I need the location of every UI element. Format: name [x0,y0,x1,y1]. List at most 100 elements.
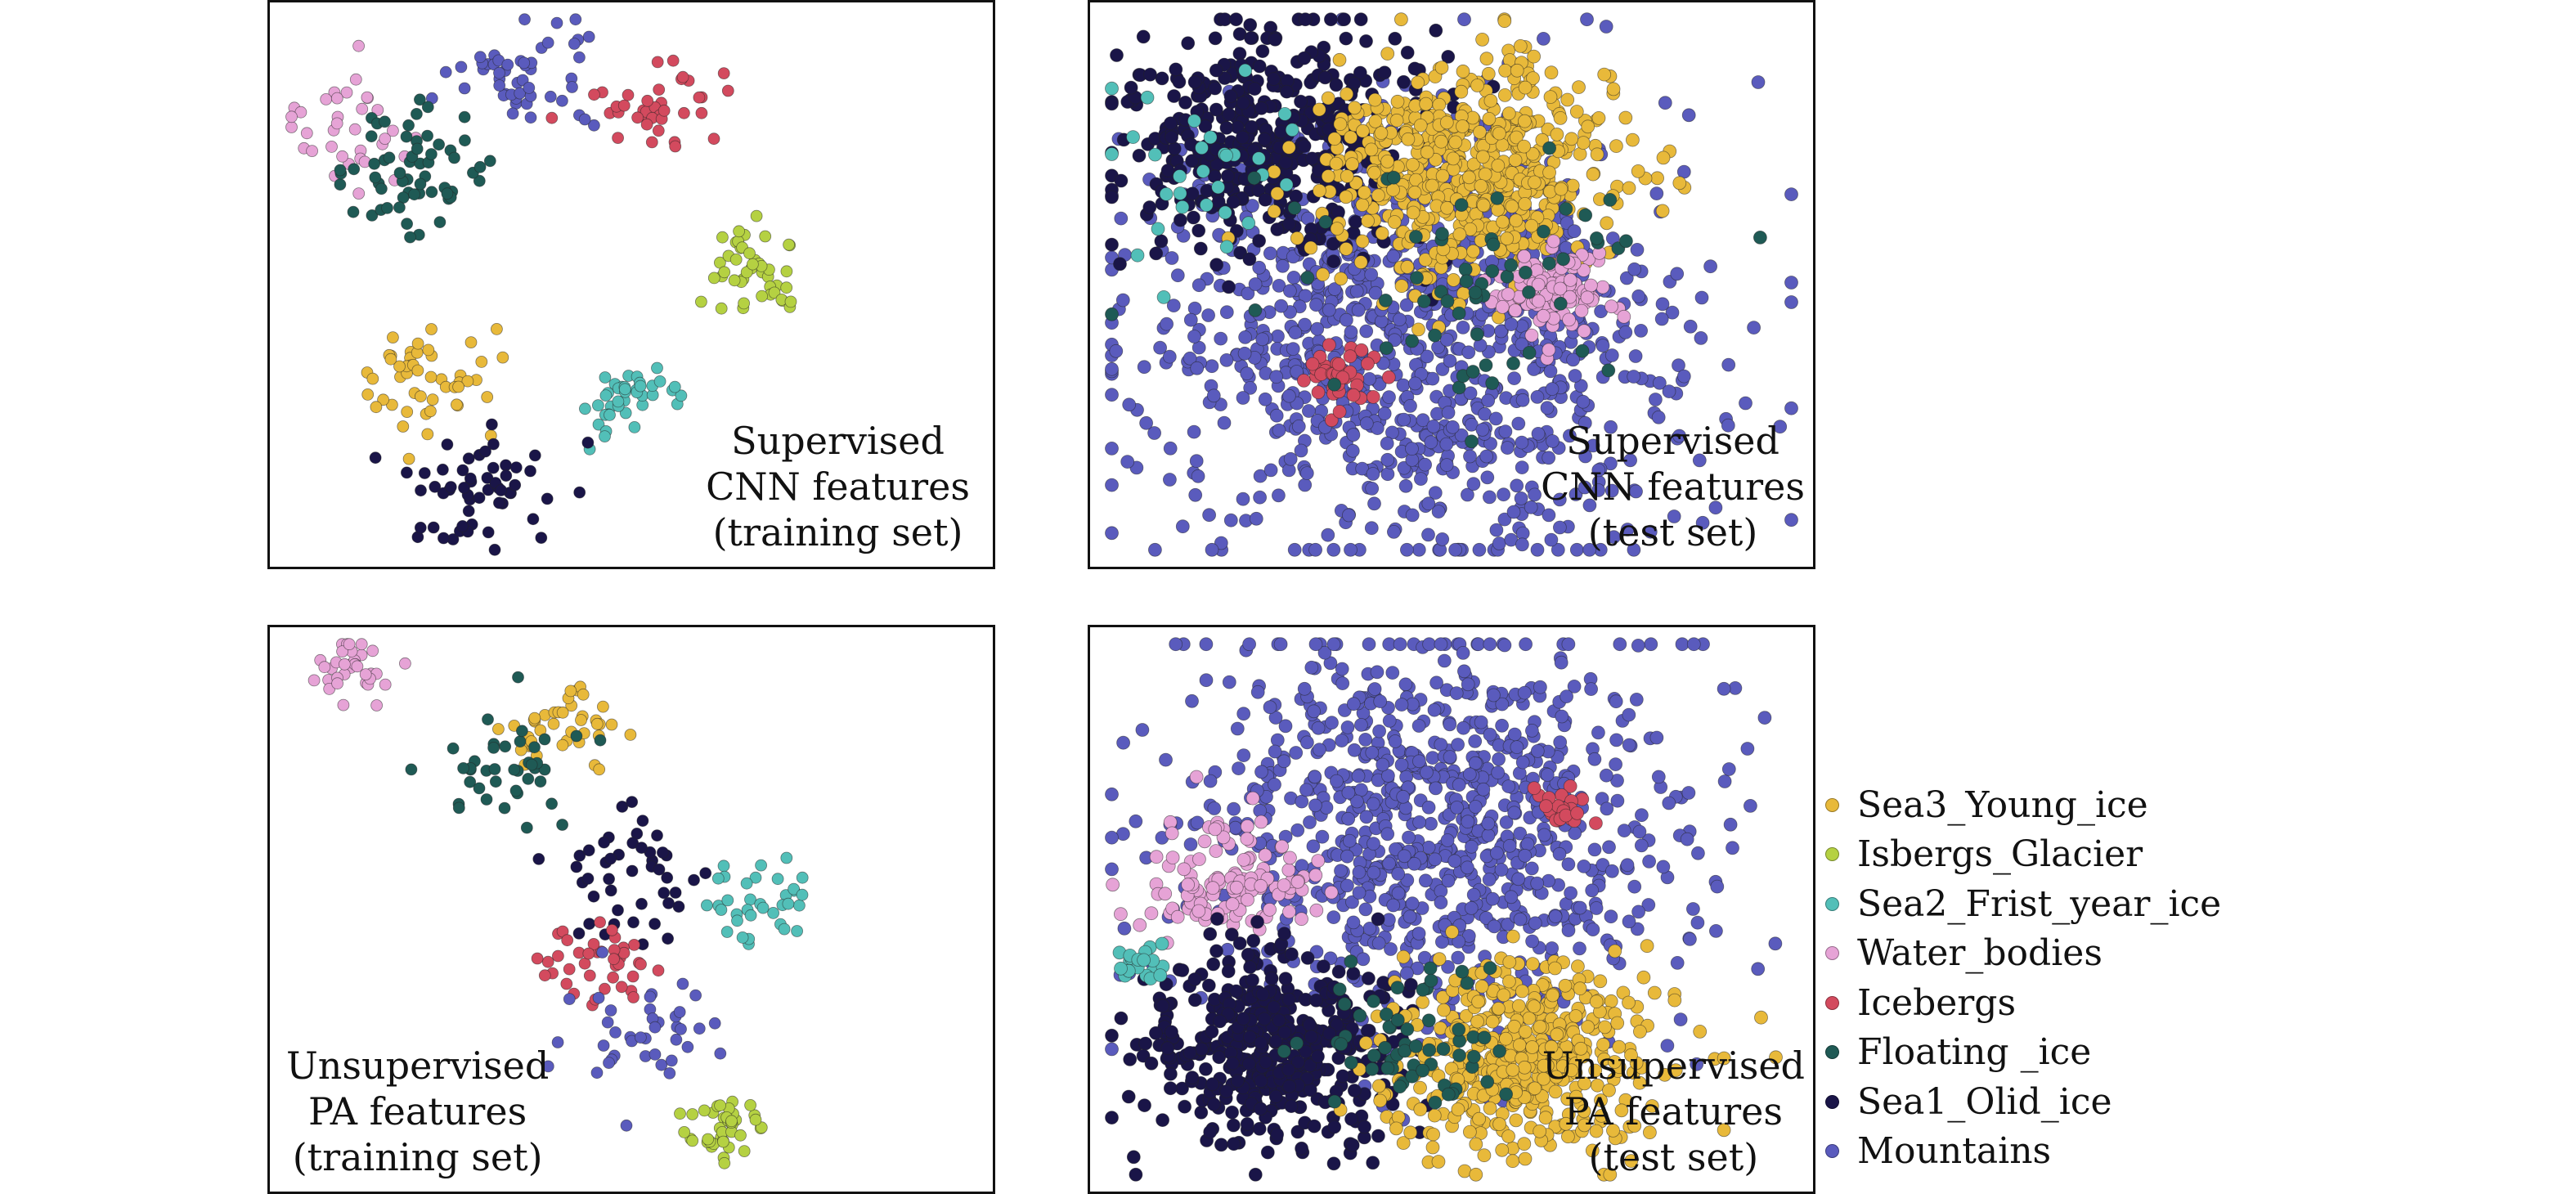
scatter-point [370,401,383,414]
scatter-point [1187,114,1201,128]
scatter-point [1708,500,1723,515]
scatter-point [1339,190,1353,204]
scatter-point [1435,227,1449,241]
scatter-point [780,265,793,278]
scatter-point [1581,1020,1595,1035]
scatter-point [1485,891,1500,906]
scatter-point [1361,971,1376,985]
scatter-point [1214,1138,1228,1152]
scatter-point [506,107,519,120]
scatter-point [616,800,629,813]
scatter-point [1539,799,1553,814]
scatter-point [1396,789,1411,804]
scatter-point [1451,1102,1465,1116]
scatter-point [1600,216,1614,231]
scatter-point [1105,442,1119,456]
scatter-point [1339,241,1353,256]
scatter-point [1528,1081,1542,1096]
scatter-point [1553,296,1568,311]
scatter-point [384,352,397,366]
scatter-point [1481,66,1496,81]
scatter-point [356,102,369,115]
scatter-point [780,851,793,864]
scatter-point [1485,264,1500,278]
scatter-point [1549,1070,1564,1084]
scatter-point [1577,1076,1591,1091]
scatter-point [1372,724,1387,738]
scatter-point [1703,259,1717,274]
scatter-point [1228,820,1243,835]
scatter-point [1268,1034,1283,1048]
scatter-point [1174,213,1187,227]
scatter-point [1694,330,1708,345]
scatter-point [603,873,616,886]
scatter-point [1362,637,1376,652]
scatter-point [1445,925,1460,940]
scatter-point [379,132,392,146]
scatter-point [1680,832,1694,846]
panel-supervised-training: Supervised CNN features (training set) [267,0,995,569]
scatter-point [1289,746,1304,760]
scatter-point [1525,934,1539,949]
scatter-point [1667,993,1682,1008]
scatter-point [545,111,559,124]
scatter-point [1287,542,1302,557]
scatter-point [744,1099,756,1111]
scatter-point [523,82,536,94]
scatter-point [1275,839,1290,854]
scatter-point [1501,1129,1516,1143]
scatter-point [634,379,647,393]
scatter-point [1456,64,1470,79]
scatter-point [736,931,749,944]
scatter-point [1501,287,1515,302]
scatter-point [1326,542,1341,557]
scatter-point [1491,765,1506,780]
scatter-point [1502,974,1516,989]
scatter-point [1436,1042,1451,1056]
scatter-point [1388,734,1402,748]
scatter-point [599,389,613,402]
scatter-point [1254,815,1268,829]
scatter-point [1205,1077,1220,1092]
scatter-point [437,532,450,545]
scatter-point [509,478,522,492]
scatter-point [1559,808,1573,823]
scatter-point [491,723,505,735]
scatter-point [361,91,374,104]
scatter-point [648,1021,662,1034]
scatter-point [1622,181,1636,195]
scatter-point [1554,182,1568,196]
scatter-point [1209,912,1224,927]
scatter-point [1452,306,1466,321]
scatter-point [550,16,563,29]
caption-supervised-test: Supervised CNN features (test set) [1541,418,1805,555]
scatter-point [1326,910,1341,925]
scatter-point [1236,852,1251,867]
scatter-point [1248,303,1263,317]
scatter-point [1245,199,1259,213]
scatter-point [1506,356,1520,370]
scatter-point [771,873,784,886]
scatter-point [1364,142,1379,157]
scatter-point [1301,404,1316,418]
scatter-point [1439,437,1454,451]
scatter-point [1644,637,1658,652]
scatter-point [479,445,491,458]
scatter-point [1545,941,1560,955]
scatter-point [738,297,750,310]
scatter-point [1477,1030,1492,1045]
scatter-point [734,1129,747,1142]
scatter-point [1577,263,1591,277]
scatter-point [1577,1104,1591,1119]
scatter-point [1443,353,1457,368]
scatter-point [1483,727,1497,742]
scatter-point [421,129,434,142]
scatter-point [1138,1036,1153,1051]
scatter-point [1506,929,1520,944]
scatter-point [1155,71,1169,86]
scatter-point [1241,892,1254,907]
scatter-point [1494,863,1509,878]
scatter-point [560,977,573,990]
scatter-point [427,521,440,534]
scatter-point [793,899,806,912]
